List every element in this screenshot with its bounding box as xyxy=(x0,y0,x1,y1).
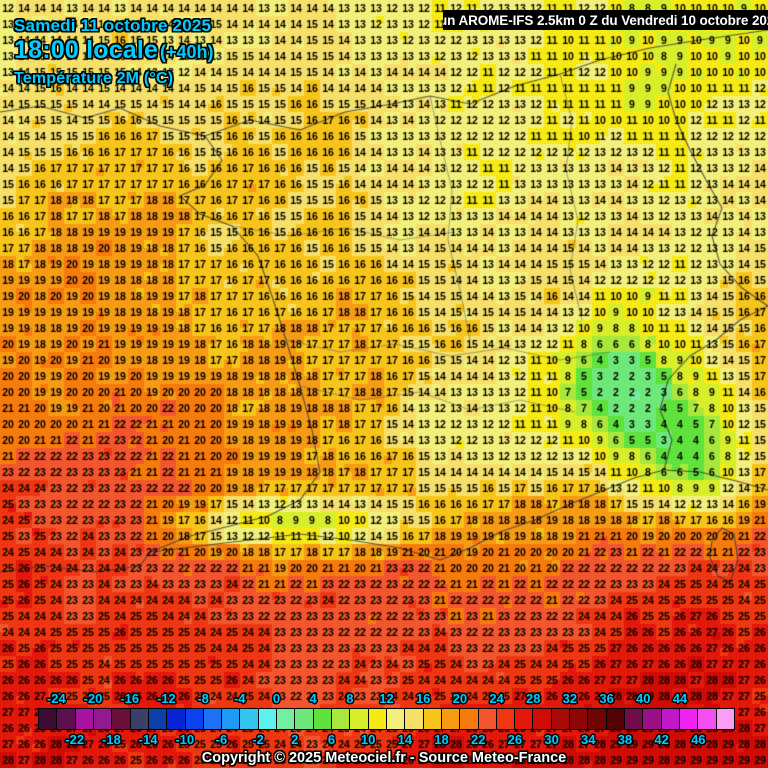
forecast-date-label: Samedi 11 octobre 2025 xyxy=(14,16,212,35)
scale-swatch xyxy=(515,709,534,729)
scale-tick-bottom: 42 xyxy=(654,732,669,747)
scale-swatch xyxy=(75,709,94,729)
scale-swatch xyxy=(570,709,589,729)
scale-swatch xyxy=(606,709,625,729)
scale-swatch xyxy=(240,709,259,729)
scale-swatch xyxy=(39,709,58,729)
scale-tick-top: -16 xyxy=(120,691,140,706)
scale-swatch xyxy=(423,709,442,729)
scale-tick-bottom: 14 xyxy=(397,732,413,747)
scale-swatch xyxy=(405,709,424,729)
scale-tick-top: 4 xyxy=(309,691,317,706)
scale-swatch xyxy=(167,709,186,729)
color-scale-legend: -24 -20 -16 -12 -8 -4 0 4 8 12 16 20 24 28 32 36 40 44 -22… xyxy=(0,688,768,768)
scale-swatch xyxy=(93,709,113,729)
scale-tick-bottom: 34 xyxy=(581,732,596,747)
scale-tick-top: 32 xyxy=(562,691,578,706)
scale-tick-top: 44 xyxy=(672,691,688,706)
scale-tick-top: 36 xyxy=(599,691,614,706)
scale-tick-bottom: -14 xyxy=(138,732,158,747)
scale-swatch xyxy=(441,709,461,729)
scale-tick-bottom: 38 xyxy=(617,732,633,747)
parameter-label: Température 2M (°C) xyxy=(14,70,174,87)
scale-swatch xyxy=(148,709,168,729)
scale-swatch xyxy=(588,709,607,729)
scale-tick-top: 16 xyxy=(415,691,431,706)
scale-swatch xyxy=(679,709,699,729)
scale-swatch xyxy=(277,709,296,729)
scale-swatch xyxy=(295,709,314,729)
scale-tick-bottom: -6 xyxy=(215,732,228,747)
scale-swatch xyxy=(478,709,497,729)
scale-tick-bottom: -22 xyxy=(65,732,85,747)
scale-tick-bottom: 30 xyxy=(544,732,559,747)
scale-tick-top: 12 xyxy=(379,691,394,706)
scale-swatch xyxy=(661,709,680,729)
scale-tick-bottom: 46 xyxy=(691,732,706,747)
scale-swatch xyxy=(551,709,571,729)
scale-tick-top: 28 xyxy=(526,691,541,706)
scale-swatch xyxy=(332,709,351,729)
scale-tick-bottom: 2 xyxy=(291,732,299,747)
scale-tick-bottom: -10 xyxy=(175,732,195,747)
scale-swatch xyxy=(460,709,479,729)
scale-tick-bottom: 22 xyxy=(470,732,486,747)
scale-tick-bottom: 18 xyxy=(434,732,449,747)
scale-swatch xyxy=(386,709,406,729)
scale-tick-top: 40 xyxy=(636,691,651,706)
forecast-time-label: 18:00 locale xyxy=(14,36,159,64)
scale-swatch xyxy=(716,709,734,729)
scale-swatch xyxy=(533,709,552,729)
copyright-label: Copyright © 2025 Meteociel.fr - Source M… xyxy=(201,750,567,766)
scale-tick-bottom: -18 xyxy=(101,732,121,747)
scale-tick-top: -12 xyxy=(156,691,176,706)
scale-swatch xyxy=(203,709,223,729)
scale-swatch xyxy=(130,709,149,729)
scale-tick-top: 24 xyxy=(489,691,504,706)
scale-swatch xyxy=(350,709,369,729)
forecast-offset-label: (+40h) xyxy=(160,42,214,62)
scale-tick-top: -20 xyxy=(83,691,103,706)
scale-swatch xyxy=(185,709,204,729)
scale-tick-bottom: 10 xyxy=(360,732,376,747)
scale-swatch xyxy=(112,709,131,729)
scale-swatch xyxy=(222,709,241,729)
scale-swatch xyxy=(368,709,387,729)
scale-tick-top: 8 xyxy=(346,691,354,706)
scale-tick-bottom: -2 xyxy=(252,732,264,747)
scale-tick-bottom: 6 xyxy=(327,732,336,747)
scale-swatch xyxy=(625,709,644,729)
scale-tick-bottom: 26 xyxy=(507,732,523,747)
scale-tick-top: 20 xyxy=(452,691,468,706)
color-scale-bar[interactable] xyxy=(38,708,735,730)
scale-swatch xyxy=(57,709,76,729)
scale-tick-top: -24 xyxy=(46,691,66,706)
scale-swatch xyxy=(258,709,278,729)
scale-tick-top: 0 xyxy=(272,691,281,706)
scale-tick-top: -8 xyxy=(197,691,209,706)
scale-swatch xyxy=(698,709,717,729)
scale-swatch xyxy=(313,709,332,729)
scale-swatch xyxy=(496,709,516,729)
scale-tick-top: -4 xyxy=(233,691,246,706)
scale-swatch xyxy=(643,709,662,729)
model-run-banner: Run AROME-IFS 2.5km 0 Z du Vendredi 10 o… xyxy=(443,10,768,30)
